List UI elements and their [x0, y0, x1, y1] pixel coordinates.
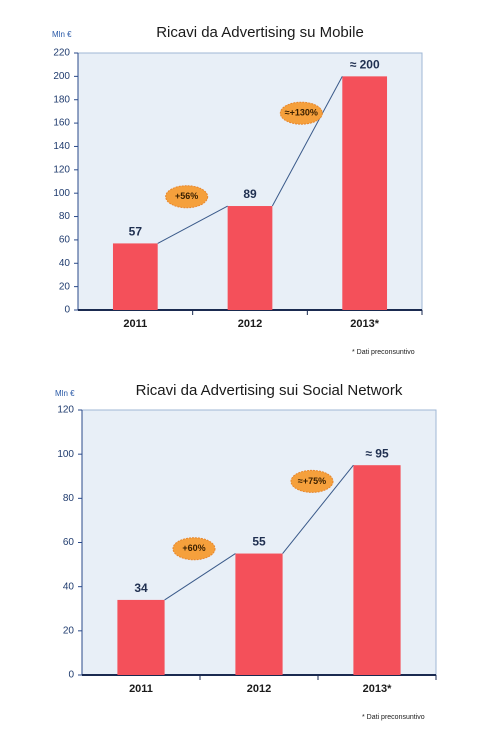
y-tick-label: 120	[53, 164, 70, 175]
annotation: ≈+75%	[298, 476, 326, 486]
y-tick-label: 20	[63, 625, 75, 636]
y-tick-label: 40	[63, 581, 75, 592]
footnote: * Dati preconsuntivo	[352, 349, 415, 356]
y-tick-label: 80	[63, 493, 75, 504]
value-label: ≈ 200	[350, 58, 380, 72]
bar	[235, 553, 283, 675]
x-tick-label: 2012	[247, 683, 271, 695]
x-tick-label: 2011	[129, 683, 153, 695]
y-tick-label: 200	[53, 71, 70, 82]
annotation-badge	[165, 185, 209, 209]
connector	[157, 205, 228, 244]
y-tick-label: 0	[68, 670, 74, 681]
annotation: +56%	[175, 191, 198, 201]
y-tick-label: 60	[59, 235, 71, 246]
y-tick-label: 60	[63, 537, 75, 548]
bar	[353, 465, 401, 675]
y-tick-label: 40	[59, 258, 71, 269]
y-tick-label: 220	[53, 48, 70, 59]
y-tick-label: 160	[53, 118, 70, 129]
annotation-badge	[172, 537, 216, 561]
annotation: +60%	[182, 543, 205, 553]
value-label: 55	[252, 535, 266, 549]
connector	[271, 76, 343, 207]
y-tick-label: 120	[57, 405, 74, 416]
footnote: * Dati preconsuntivo	[362, 714, 425, 721]
bar	[342, 76, 388, 310]
x-tick-label: 2011	[123, 318, 147, 330]
chart-title: Ricavi da Advertising sui Social Network	[136, 382, 403, 399]
bar	[117, 599, 165, 675]
annotation: ≈+130%	[285, 108, 318, 118]
x-tick-label: 2013*	[363, 683, 392, 695]
y-tick-label: 100	[57, 449, 74, 460]
bar	[227, 206, 273, 310]
y-tick-label: 0	[64, 305, 70, 316]
connector	[282, 464, 354, 554]
value-label: 89	[243, 187, 257, 201]
y-tick-label: 80	[59, 211, 71, 222]
chart-title: Ricavi da Advertising su Mobile	[156, 24, 364, 41]
x-tick-label: 2012	[238, 318, 262, 330]
value-label: 34	[134, 581, 148, 595]
x-tick-label: 2013*	[350, 318, 379, 330]
bar	[112, 243, 158, 310]
annotation-badge	[290, 469, 334, 493]
annotation-badge	[279, 101, 323, 125]
y-tick-label: 140	[53, 141, 70, 152]
y-axis-label: Mln €	[55, 389, 75, 398]
value-label: 57	[129, 225, 143, 239]
y-tick-label: 100	[53, 188, 70, 199]
y-tick-label: 20	[59, 281, 71, 292]
connector	[164, 553, 236, 601]
y-axis-label: Mln €	[52, 30, 72, 39]
y-tick-label: 180	[53, 94, 70, 105]
value-label: ≈ 95	[365, 446, 389, 460]
